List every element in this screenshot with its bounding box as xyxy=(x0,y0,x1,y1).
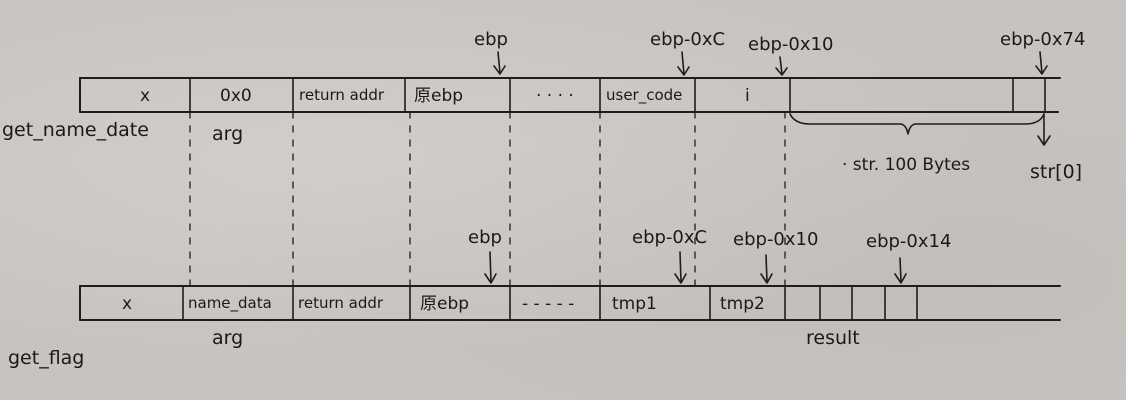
top-cell-old-ebp: 原ebp xyxy=(414,86,463,106)
svg-text:ebp: ebp xyxy=(474,29,508,50)
bottom-pointer-ebp-0xc: ebp-0xC xyxy=(632,227,707,284)
top-pointer-ebp: ebp xyxy=(474,29,508,75)
top-cell-user-code: user_code xyxy=(606,86,682,105)
bottom-cell-ellipsis: - - - - - xyxy=(522,294,574,314)
bottom-stack-frame: x name_data return addr 原ebp - - - - - t… xyxy=(8,227,1061,369)
bottom-cell-return-addr: return addr xyxy=(298,294,384,312)
svg-text:ebp-0x10: ebp-0x10 xyxy=(733,229,818,250)
svg-text:ebp-0x14: ebp-0x14 xyxy=(866,231,951,252)
top-pointer-ebp-0xc: ebp-0xC xyxy=(650,29,725,76)
bottom-cell-x: x xyxy=(122,294,132,314)
top-pointer-ebp-0x74: ebp-0x74 xyxy=(1000,29,1085,75)
bottom-pointer-ebp-0x10: ebp-0x10 xyxy=(733,229,818,284)
top-brace-label: · str. 100 Bytes xyxy=(842,155,970,175)
top-cell-x: x xyxy=(140,86,150,106)
top-cell-i: i xyxy=(745,86,750,106)
bottom-cell-tmp1: tmp1 xyxy=(612,294,657,314)
bottom-cell-name-data: name_data xyxy=(188,294,272,313)
svg-text:ebp: ebp xyxy=(468,227,502,248)
top-cell-0x0: 0x0 xyxy=(220,86,252,106)
bottom-function-label: get_flag xyxy=(8,347,84,369)
svg-text:ebp-0xC: ebp-0xC xyxy=(632,227,707,248)
top-cell-ellipsis: · · · · xyxy=(536,86,574,106)
top-pointer-ebp-0x10: ebp-0x10 xyxy=(748,34,833,76)
bottom-pointer-ebp-0x14: ebp-0x14 xyxy=(866,231,951,284)
svg-text:ebp-0x74: ebp-0x74 xyxy=(1000,29,1085,50)
top-str0-label: str[0] xyxy=(1030,161,1082,183)
bottom-pointer-ebp: ebp xyxy=(468,227,502,284)
top-str0-arrow xyxy=(1037,113,1051,146)
bottom-cell-old-ebp: 原ebp xyxy=(420,294,469,314)
svg-text:ebp-0x10: ebp-0x10 xyxy=(748,34,833,55)
svg-text:ebp-0xC: ebp-0xC xyxy=(650,29,725,50)
top-str-brace xyxy=(789,113,1045,135)
bottom-arg-label: arg xyxy=(212,327,243,349)
bottom-cell-tmp2: tmp2 xyxy=(720,294,765,314)
top-function-label: get_name_date xyxy=(2,119,149,141)
top-stack-frame: x 0x0 return addr 原ebp · · · · user_code… xyxy=(2,29,1085,287)
bottom-result-label: result xyxy=(806,327,860,349)
top-cell-return-addr: return addr xyxy=(299,86,385,104)
top-arg-label: arg xyxy=(212,123,243,145)
